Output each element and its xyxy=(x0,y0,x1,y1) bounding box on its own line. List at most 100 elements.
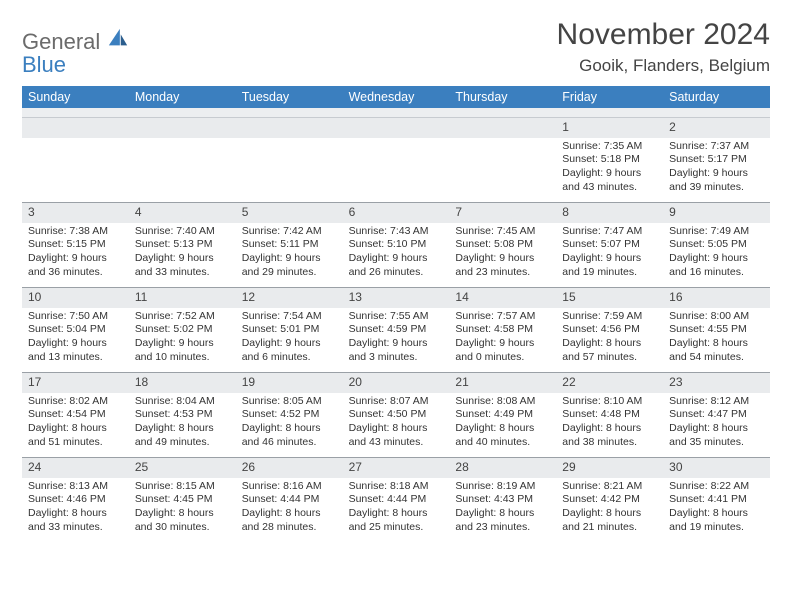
day-number: 20 xyxy=(343,373,450,393)
day-details: Sunrise: 8:21 AMSunset: 4:42 PMDaylight:… xyxy=(556,478,663,541)
sunset-text: Sunset: 4:54 PM xyxy=(28,408,123,422)
weeks-container: 1Sunrise: 7:35 AMSunset: 5:18 PMDaylight… xyxy=(22,118,770,542)
day-cell: 3Sunrise: 7:38 AMSunset: 5:15 PMDaylight… xyxy=(22,203,129,287)
day-cell: 19Sunrise: 8:05 AMSunset: 4:52 PMDayligh… xyxy=(236,373,343,457)
daylight-text: Daylight: 8 hours and 57 minutes. xyxy=(562,337,657,364)
day-details xyxy=(236,138,343,146)
day-number: 5 xyxy=(236,203,343,223)
day-cell: 27Sunrise: 8:18 AMSunset: 4:44 PMDayligh… xyxy=(343,458,450,542)
day-number: 7 xyxy=(449,203,556,223)
week-row: 10Sunrise: 7:50 AMSunset: 5:04 PMDayligh… xyxy=(22,288,770,373)
day-cell: 15Sunrise: 7:59 AMSunset: 4:56 PMDayligh… xyxy=(556,288,663,372)
day-details: Sunrise: 8:16 AMSunset: 4:44 PMDaylight:… xyxy=(236,478,343,541)
weekday-header: Sunday xyxy=(22,86,129,108)
sunrise-text: Sunrise: 7:37 AM xyxy=(669,140,764,154)
day-number: 1 xyxy=(556,118,663,138)
day-cell: 2Sunrise: 7:37 AMSunset: 5:17 PMDaylight… xyxy=(663,118,770,202)
daylight-text: Daylight: 9 hours and 29 minutes. xyxy=(242,252,337,279)
sunrise-text: Sunrise: 8:13 AM xyxy=(28,480,123,494)
sunset-text: Sunset: 5:15 PM xyxy=(28,238,123,252)
weekday-header: Tuesday xyxy=(236,86,343,108)
day-number: 24 xyxy=(22,458,129,478)
day-details: Sunrise: 8:10 AMSunset: 4:48 PMDaylight:… xyxy=(556,393,663,456)
daylight-text: Daylight: 8 hours and 30 minutes. xyxy=(135,507,230,534)
sunset-text: Sunset: 4:49 PM xyxy=(455,408,550,422)
day-details: Sunrise: 8:08 AMSunset: 4:49 PMDaylight:… xyxy=(449,393,556,456)
sunset-text: Sunset: 4:52 PM xyxy=(242,408,337,422)
week-row: 3Sunrise: 7:38 AMSunset: 5:15 PMDaylight… xyxy=(22,203,770,288)
daylight-text: Daylight: 9 hours and 0 minutes. xyxy=(455,337,550,364)
day-details: Sunrise: 7:59 AMSunset: 4:56 PMDaylight:… xyxy=(556,308,663,371)
day-details: Sunrise: 7:37 AMSunset: 5:17 PMDaylight:… xyxy=(663,138,770,201)
daylight-text: Daylight: 9 hours and 36 minutes. xyxy=(28,252,123,279)
sunrise-text: Sunrise: 8:10 AM xyxy=(562,395,657,409)
daylight-text: Daylight: 8 hours and 25 minutes. xyxy=(349,507,444,534)
daylight-text: Daylight: 8 hours and 38 minutes. xyxy=(562,422,657,449)
sunrise-text: Sunrise: 7:40 AM xyxy=(135,225,230,239)
day-number: 13 xyxy=(343,288,450,308)
day-cell xyxy=(343,118,450,202)
sunrise-text: Sunrise: 8:00 AM xyxy=(669,310,764,324)
brand-word1: General xyxy=(22,29,100,54)
day-cell: 16Sunrise: 8:00 AMSunset: 4:55 PMDayligh… xyxy=(663,288,770,372)
day-details xyxy=(343,138,450,146)
daylight-text: Daylight: 8 hours and 51 minutes. xyxy=(28,422,123,449)
sunset-text: Sunset: 4:44 PM xyxy=(349,493,444,507)
sunset-text: Sunset: 5:10 PM xyxy=(349,238,444,252)
day-details: Sunrise: 7:38 AMSunset: 5:15 PMDaylight:… xyxy=(22,223,129,286)
sunset-text: Sunset: 4:50 PM xyxy=(349,408,444,422)
day-cell xyxy=(22,118,129,202)
sail-icon xyxy=(107,27,129,49)
sunset-text: Sunset: 5:04 PM xyxy=(28,323,123,337)
day-details: Sunrise: 8:13 AMSunset: 4:46 PMDaylight:… xyxy=(22,478,129,541)
sunrise-text: Sunrise: 7:52 AM xyxy=(135,310,230,324)
day-number: 10 xyxy=(22,288,129,308)
sunrise-text: Sunrise: 7:38 AM xyxy=(28,225,123,239)
week-row: 24Sunrise: 8:13 AMSunset: 4:46 PMDayligh… xyxy=(22,458,770,542)
sunrise-text: Sunrise: 7:42 AM xyxy=(242,225,337,239)
sunrise-text: Sunrise: 8:04 AM xyxy=(135,395,230,409)
day-details: Sunrise: 7:57 AMSunset: 4:58 PMDaylight:… xyxy=(449,308,556,371)
daylight-text: Daylight: 9 hours and 19 minutes. xyxy=(562,252,657,279)
sunrise-text: Sunrise: 8:08 AM xyxy=(455,395,550,409)
day-cell: 28Sunrise: 8:19 AMSunset: 4:43 PMDayligh… xyxy=(449,458,556,542)
location-subtitle: Gooik, Flanders, Belgium xyxy=(557,56,770,76)
day-details: Sunrise: 7:45 AMSunset: 5:08 PMDaylight:… xyxy=(449,223,556,286)
day-number: 21 xyxy=(449,373,556,393)
title-block: November 2024 Gooik, Flanders, Belgium xyxy=(557,18,770,76)
day-details: Sunrise: 7:52 AMSunset: 5:02 PMDaylight:… xyxy=(129,308,236,371)
sunrise-text: Sunrise: 7:47 AM xyxy=(562,225,657,239)
sunrise-text: Sunrise: 8:21 AM xyxy=(562,480,657,494)
sunrise-text: Sunrise: 7:49 AM xyxy=(669,225,764,239)
day-number: 29 xyxy=(556,458,663,478)
day-cell xyxy=(129,118,236,202)
day-details: Sunrise: 7:42 AMSunset: 5:11 PMDaylight:… xyxy=(236,223,343,286)
day-details: Sunrise: 8:02 AMSunset: 4:54 PMDaylight:… xyxy=(22,393,129,456)
day-number: 23 xyxy=(663,373,770,393)
sunrise-text: Sunrise: 8:18 AM xyxy=(349,480,444,494)
day-number: 26 xyxy=(236,458,343,478)
day-details: Sunrise: 8:19 AMSunset: 4:43 PMDaylight:… xyxy=(449,478,556,541)
sunset-text: Sunset: 5:11 PM xyxy=(242,238,337,252)
sunset-text: Sunset: 4:56 PM xyxy=(562,323,657,337)
sunset-text: Sunset: 4:55 PM xyxy=(669,323,764,337)
day-cell: 9Sunrise: 7:49 AMSunset: 5:05 PMDaylight… xyxy=(663,203,770,287)
day-details: Sunrise: 8:04 AMSunset: 4:53 PMDaylight:… xyxy=(129,393,236,456)
daylight-text: Daylight: 9 hours and 23 minutes. xyxy=(455,252,550,279)
day-cell: 13Sunrise: 7:55 AMSunset: 4:59 PMDayligh… xyxy=(343,288,450,372)
sunset-text: Sunset: 5:08 PM xyxy=(455,238,550,252)
day-details: Sunrise: 8:05 AMSunset: 4:52 PMDaylight:… xyxy=(236,393,343,456)
sunrise-text: Sunrise: 7:59 AM xyxy=(562,310,657,324)
weekday-header: Saturday xyxy=(663,86,770,108)
day-details xyxy=(129,138,236,146)
sunrise-text: Sunrise: 8:22 AM xyxy=(669,480,764,494)
day-number: 30 xyxy=(663,458,770,478)
sunrise-text: Sunrise: 7:54 AM xyxy=(242,310,337,324)
day-details: Sunrise: 7:50 AMSunset: 5:04 PMDaylight:… xyxy=(22,308,129,371)
day-cell: 17Sunrise: 8:02 AMSunset: 4:54 PMDayligh… xyxy=(22,373,129,457)
daylight-text: Daylight: 8 hours and 33 minutes. xyxy=(28,507,123,534)
sunset-text: Sunset: 5:17 PM xyxy=(669,153,764,167)
daylight-text: Daylight: 9 hours and 43 minutes. xyxy=(562,167,657,194)
day-number: 8 xyxy=(556,203,663,223)
daylight-text: Daylight: 9 hours and 10 minutes. xyxy=(135,337,230,364)
